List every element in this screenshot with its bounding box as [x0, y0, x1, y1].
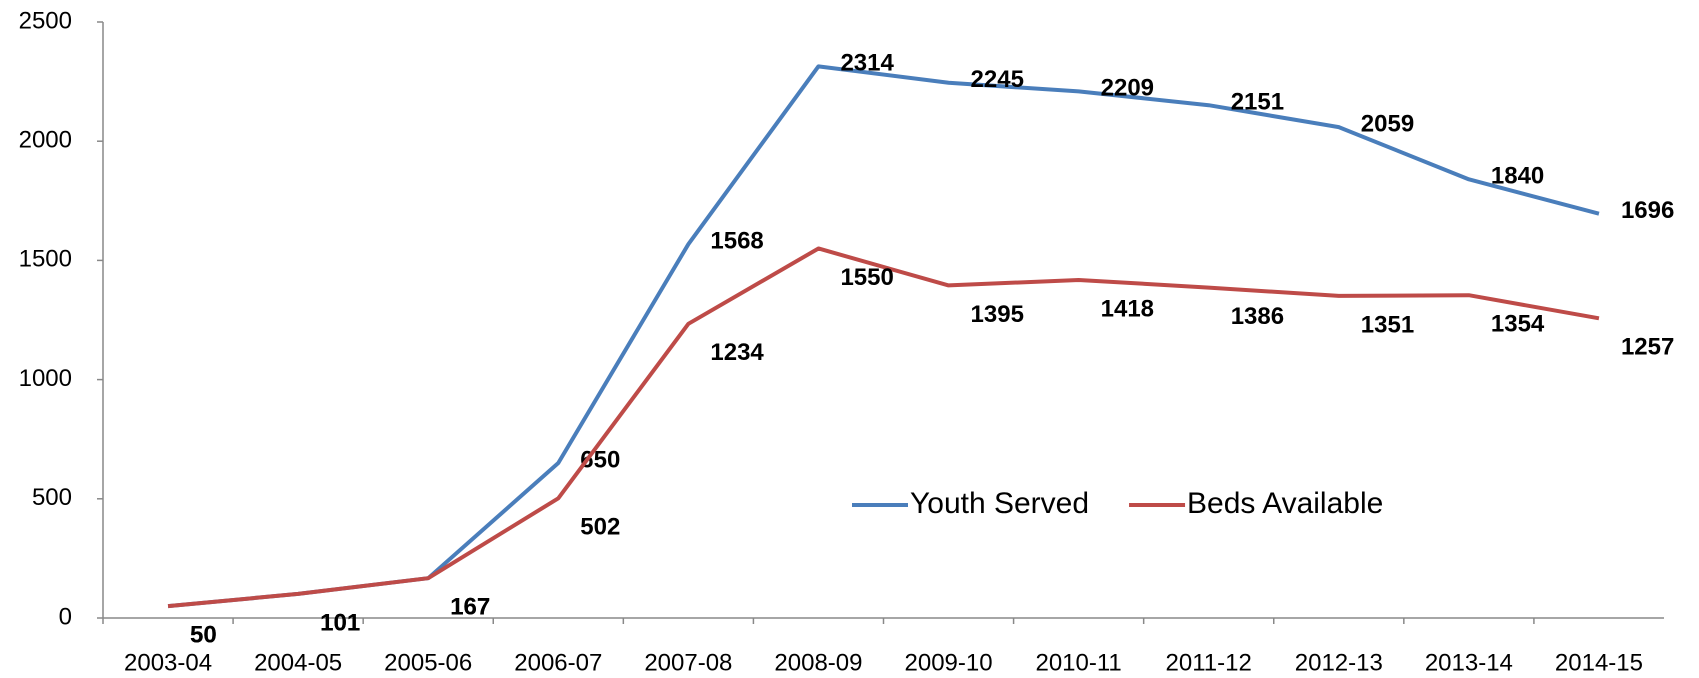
data-label: 2245	[971, 66, 1024, 93]
data-label: 1234	[710, 339, 764, 366]
data-label: 167	[450, 594, 490, 621]
data-label: 2059	[1361, 110, 1414, 137]
y-tick-label: 2000	[19, 127, 72, 154]
data-label: 101	[320, 609, 360, 636]
x-tick-label: 2006-07	[514, 649, 602, 676]
data-label: 1386	[1231, 303, 1284, 330]
legend-label: Youth Served	[910, 487, 1089, 520]
y-tick-label: 1500	[19, 246, 72, 273]
x-tick-label: 2010-11	[1035, 649, 1121, 676]
data-label: 50	[190, 621, 217, 648]
data-label: 167	[450, 594, 490, 621]
x-tick-label: 2007-08	[644, 649, 732, 676]
data-label: 2209	[1101, 75, 1154, 102]
series-line	[167, 246, 1600, 609]
data-label: 2314	[840, 50, 894, 77]
data-label: 1395	[971, 301, 1024, 328]
data-label: 1418	[1101, 295, 1154, 322]
legend-label: Beds Available	[1187, 487, 1383, 520]
x-tick-label: 2008-09	[774, 649, 862, 676]
data-label: 101	[320, 609, 360, 636]
x-tick-label: 2011-12	[1166, 649, 1252, 676]
data-label: 1568	[710, 228, 763, 255]
y-tick-label: 1000	[19, 365, 72, 392]
x-tick-label: 2005-06	[384, 649, 472, 676]
x-tick-label: 2004-05	[254, 649, 342, 676]
x-tick-label: 2013-14	[1425, 649, 1513, 676]
x-tick-label: 2014-15	[1555, 649, 1643, 676]
data-label: 1550	[840, 264, 893, 291]
x-tick-label: 2012-13	[1295, 649, 1383, 676]
x-tick-label: 2003-04	[124, 649, 212, 676]
y-tick-label: 2500	[19, 7, 72, 34]
x-tick-label: 2009-10	[905, 649, 993, 676]
data-label: 1840	[1491, 163, 1544, 190]
y-tick-label: 0	[59, 603, 72, 630]
data-label: 2151	[1231, 89, 1284, 116]
y-tick-label: 500	[32, 484, 72, 511]
data-label: 1696	[1621, 197, 1674, 224]
data-label: 1351	[1361, 311, 1414, 338]
data-label: 1257	[1621, 334, 1674, 361]
data-label: 50	[190, 621, 217, 648]
data-label: 502	[580, 514, 620, 541]
data-label: 1354	[1491, 311, 1545, 338]
